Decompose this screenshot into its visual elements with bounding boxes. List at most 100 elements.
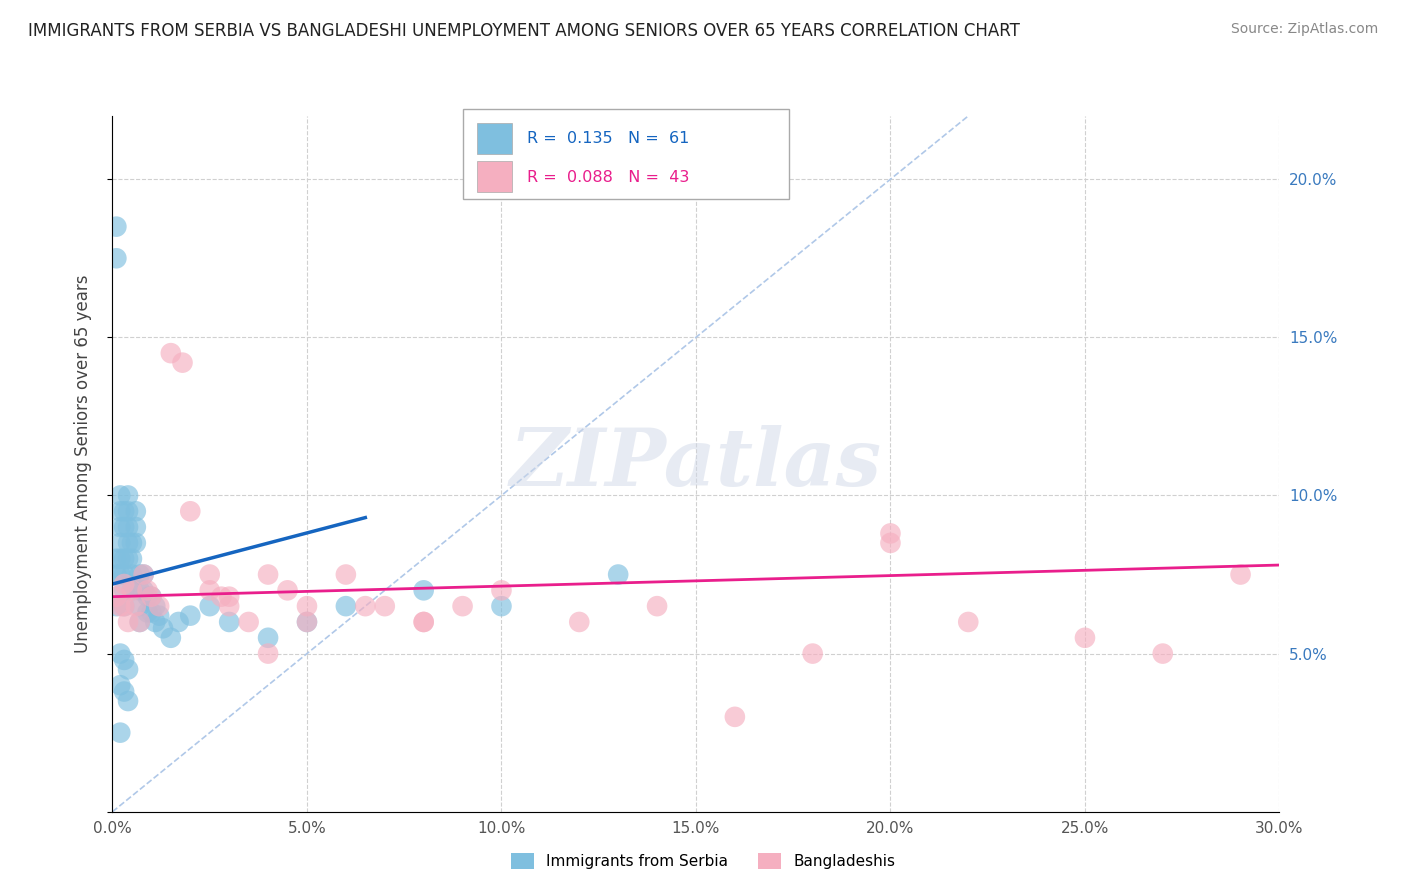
Point bbox=[143, 615, 166, 629]
Point bbox=[141, 590, 163, 604]
Point bbox=[121, 583, 143, 598]
Y-axis label: Unemployment Among Seniors over 65 years: Unemployment Among Seniors over 65 years bbox=[73, 275, 91, 653]
Text: ZIPatlas: ZIPatlas bbox=[510, 425, 882, 502]
Point bbox=[1229, 567, 1251, 582]
Point bbox=[117, 504, 139, 518]
Legend: Immigrants from Serbia, Bangladeshis: Immigrants from Serbia, Bangladeshis bbox=[505, 847, 901, 875]
Point bbox=[1074, 631, 1097, 645]
Bar bbox=[477, 161, 512, 193]
Point bbox=[112, 599, 135, 614]
Point bbox=[128, 615, 150, 629]
Point bbox=[354, 599, 377, 614]
Point bbox=[105, 567, 128, 582]
Point bbox=[491, 599, 513, 614]
Point bbox=[141, 590, 163, 604]
Point bbox=[148, 599, 170, 614]
Point bbox=[105, 252, 128, 266]
Point bbox=[1152, 647, 1174, 661]
Point bbox=[879, 536, 901, 550]
Point bbox=[218, 615, 240, 629]
Point bbox=[136, 583, 159, 598]
Point bbox=[117, 520, 139, 534]
Point bbox=[957, 615, 980, 629]
Point bbox=[645, 599, 668, 614]
Point bbox=[112, 551, 135, 566]
Point bbox=[105, 599, 128, 614]
Point bbox=[801, 647, 824, 661]
Bar bbox=[477, 123, 512, 154]
Point bbox=[257, 647, 280, 661]
FancyBboxPatch shape bbox=[463, 109, 789, 200]
Point bbox=[451, 599, 474, 614]
Text: R =  0.135   N =  61: R = 0.135 N = 61 bbox=[527, 131, 689, 146]
Point bbox=[179, 608, 201, 623]
Point bbox=[112, 504, 135, 518]
Point bbox=[110, 647, 132, 661]
Point bbox=[152, 621, 174, 635]
Point bbox=[257, 567, 280, 582]
Point bbox=[117, 551, 139, 566]
Point bbox=[110, 725, 132, 739]
Point bbox=[110, 678, 132, 692]
Point bbox=[160, 346, 183, 360]
Point bbox=[136, 590, 159, 604]
Point bbox=[121, 567, 143, 582]
Point bbox=[295, 615, 318, 629]
Point bbox=[125, 536, 148, 550]
Point bbox=[607, 567, 630, 582]
Text: IMMIGRANTS FROM SERBIA VS BANGLADESHI UNEMPLOYMENT AMONG SENIORS OVER 65 YEARS C: IMMIGRANTS FROM SERBIA VS BANGLADESHI UN… bbox=[28, 22, 1019, 40]
Point bbox=[238, 615, 260, 629]
Point bbox=[112, 653, 135, 667]
Point bbox=[105, 551, 128, 566]
Point bbox=[132, 567, 155, 582]
Point bbox=[143, 599, 166, 614]
Point bbox=[117, 488, 139, 502]
Text: Source: ZipAtlas.com: Source: ZipAtlas.com bbox=[1230, 22, 1378, 37]
Point bbox=[179, 504, 201, 518]
Point bbox=[112, 583, 135, 598]
Point bbox=[117, 662, 139, 676]
Point bbox=[724, 710, 747, 724]
Point bbox=[112, 684, 135, 698]
Point bbox=[117, 615, 139, 629]
Point bbox=[198, 567, 221, 582]
Point bbox=[412, 583, 434, 598]
Point bbox=[335, 567, 357, 582]
Point bbox=[218, 590, 240, 604]
Point bbox=[128, 567, 150, 582]
Point bbox=[125, 504, 148, 518]
Point bbox=[136, 606, 159, 620]
Point bbox=[125, 520, 148, 534]
Point bbox=[112, 577, 135, 591]
Point bbox=[110, 551, 132, 566]
Point bbox=[105, 219, 128, 234]
Point bbox=[148, 608, 170, 623]
Point bbox=[121, 583, 143, 598]
Point bbox=[110, 488, 132, 502]
Point bbox=[218, 599, 240, 614]
Point bbox=[110, 599, 132, 614]
Point bbox=[141, 606, 163, 620]
Point bbox=[112, 567, 135, 582]
Point bbox=[335, 599, 357, 614]
Point bbox=[121, 551, 143, 566]
Point bbox=[568, 615, 591, 629]
Point bbox=[412, 615, 434, 629]
Point bbox=[198, 583, 221, 598]
Point bbox=[112, 520, 135, 534]
Point bbox=[198, 599, 221, 614]
Point bbox=[491, 583, 513, 598]
Point bbox=[105, 590, 128, 604]
Point bbox=[128, 583, 150, 598]
Point bbox=[257, 631, 280, 645]
Point bbox=[128, 615, 150, 629]
Point bbox=[374, 599, 396, 614]
Point bbox=[412, 615, 434, 629]
Point bbox=[295, 599, 318, 614]
Point bbox=[209, 590, 232, 604]
Point bbox=[117, 536, 139, 550]
Point bbox=[110, 504, 132, 518]
Point bbox=[167, 615, 190, 629]
Point bbox=[125, 599, 148, 614]
Point bbox=[276, 583, 298, 598]
